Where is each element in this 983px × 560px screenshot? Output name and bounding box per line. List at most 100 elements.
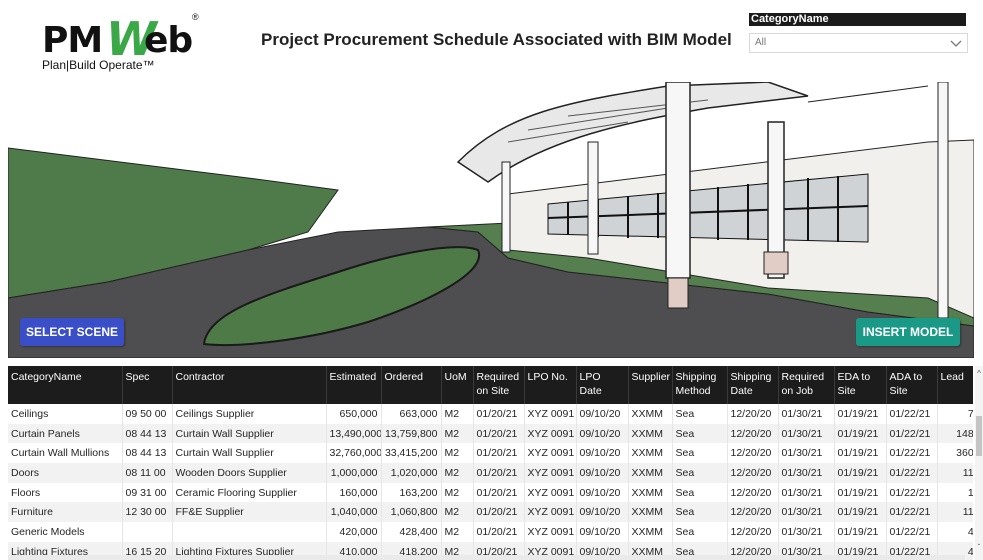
- table-cell: XXMM: [628, 404, 673, 424]
- table-row[interactable]: Doors 08 11 00 Wooden Doors Supplier 1,000,…: [8, 463, 973, 483]
- table-cell: Sea: [672, 502, 728, 523]
- column-header[interactable]: Required on Job: [778, 366, 835, 404]
- table-cell: 01/19/21: [834, 443, 887, 464]
- table-row[interactable]: Generic Models 420,000 428,400 M2 01/20/21 XY…: [8, 522, 973, 542]
- table-cell: 01/20/21: [473, 463, 525, 483]
- table-cell: 01/20/21: [473, 443, 525, 464]
- table-cell: Wooden Doors Supplier: [172, 463, 327, 483]
- table-cell: 09/10/20: [576, 463, 629, 483]
- table-cell: FF&E Supplier: [172, 502, 327, 523]
- column-header[interactable]: Spec: [122, 366, 173, 404]
- table-cell: M2: [441, 404, 474, 424]
- table-cell: 01/22/21: [886, 502, 938, 523]
- table-cell: Ceilings Supplier: [172, 404, 327, 424]
- table-cell: XXMM: [628, 482, 673, 503]
- table-cell: 114: [937, 502, 973, 523]
- table-cell: 1,060,800: [381, 502, 442, 523]
- table-cell: 650,000: [326, 404, 382, 424]
- table-cell: 663,000: [381, 404, 442, 424]
- table-row[interactable]: Floors 09 31 00 Ceramic Flooring Supplier 1…: [8, 482, 973, 503]
- table-cell: 08 44 13: [122, 423, 173, 444]
- column-header[interactable]: Shipping Method: [672, 366, 728, 404]
- table-cell: 01/30/21: [778, 404, 835, 424]
- table-cell: 32,760,000: [326, 443, 382, 464]
- table-cell: 12/20/20: [727, 404, 779, 424]
- column-header[interactable]: Required on Site: [473, 366, 525, 404]
- scroll-up-icon[interactable]: ^: [977, 369, 981, 378]
- table-cell: 01/30/21: [778, 482, 835, 503]
- table-cell: 01/22/21: [886, 404, 938, 424]
- table-cell: Sea: [672, 522, 728, 542]
- column-header[interactable]: EDA to Site: [834, 366, 887, 404]
- table-cell: 163,200: [381, 482, 442, 503]
- table-cell: 46: [937, 522, 973, 542]
- column-header[interactable]: Supplier: [628, 366, 673, 404]
- table-cell: 1,040,000: [326, 502, 382, 523]
- table-vertical-scrollbar[interactable]: ^ ˇ: [975, 366, 983, 560]
- table-cell: XYZ 0091: [524, 482, 577, 503]
- table-cell: 09/10/20: [576, 423, 629, 444]
- insert-model-button[interactable]: INSERT MODEL: [856, 318, 960, 346]
- table-cell: 01/22/21: [886, 482, 938, 503]
- table-cell: 12/20/20: [727, 522, 779, 542]
- select-scene-button[interactable]: SELECT SCENE: [20, 318, 124, 346]
- table-cell: XYZ 0091: [524, 404, 577, 424]
- table-cell: M2: [441, 522, 474, 542]
- column-header[interactable]: LPO No.: [524, 366, 577, 404]
- column-header[interactable]: Estimated: [326, 366, 382, 404]
- table-cell: Furniture: [8, 502, 123, 523]
- table-cell: 01/19/21: [834, 522, 887, 542]
- category-filter-value: All: [755, 37, 767, 48]
- table-cell: 01/19/21: [834, 423, 887, 444]
- table-cell: 09/10/20: [576, 443, 629, 464]
- table-cell: M2: [441, 463, 474, 483]
- pmweb-logo: PM W eb ® Plan|Build Operate™: [40, 12, 210, 76]
- table-cell: XYZ 0091: [524, 423, 577, 444]
- column-header[interactable]: Ordered: [381, 366, 442, 404]
- table-cell: 17: [937, 482, 973, 503]
- table-cell: M2: [441, 502, 474, 523]
- table-header-row: CategoryName Spec Contractor Estimated Order…: [8, 366, 973, 404]
- table-cell: 420,000: [326, 522, 382, 542]
- table-cell: 01/22/21: [886, 522, 938, 542]
- chevron-down-icon: [950, 40, 962, 47]
- table-cell: 1483: [937, 423, 973, 444]
- table-cell: 09 31 00: [122, 482, 173, 503]
- column-header[interactable]: Contractor: [172, 366, 327, 404]
- table-cell: 12/20/20: [727, 423, 779, 444]
- table-cell: 13,759,800: [381, 423, 442, 444]
- column-header[interactable]: ADA to Site: [886, 366, 938, 404]
- table-cell: 01/20/21: [473, 482, 525, 503]
- table-cell: XXMM: [628, 502, 673, 523]
- table-cell: 01/22/21: [886, 443, 938, 464]
- table-cell: 33,415,200: [381, 443, 442, 464]
- table-cell: 12/20/20: [727, 443, 779, 464]
- table-cell: XYZ 0091: [524, 502, 577, 523]
- table-cell: Ceilings: [8, 404, 123, 424]
- table-cell: XXMM: [628, 522, 673, 542]
- column-header[interactable]: UoM: [441, 366, 474, 404]
- logo-registered-mark: ®: [192, 12, 199, 22]
- scroll-down-icon[interactable]: ˇ: [977, 543, 981, 552]
- table-cell: [172, 522, 327, 542]
- bim-model-viewer[interactable]: SELECT SCENE INSERT MODEL: [8, 82, 974, 358]
- table-row[interactable]: Curtain Wall Mullions 08 44 13 Curtain Wal…: [8, 443, 973, 464]
- table-cell: 01/20/21: [473, 404, 525, 424]
- scrollbar-thumb[interactable]: [976, 416, 982, 456]
- category-filter-select[interactable]: All: [749, 33, 968, 53]
- table-cell: 1,020,000: [381, 463, 442, 483]
- table-cell: Sea: [672, 482, 728, 503]
- table-cell: 12/20/20: [727, 482, 779, 503]
- table-cell: [122, 522, 173, 542]
- table-cell: M2: [441, 482, 474, 503]
- table-row[interactable]: Furniture 12 30 00 FF&E Supplier 1,040,000 1…: [8, 502, 973, 523]
- column-header[interactable]: Lead: [937, 366, 973, 404]
- table-horizontal-scrollbar[interactable]: [8, 555, 965, 560]
- column-header[interactable]: CategoryName: [8, 366, 123, 404]
- table-row[interactable]: Ceilings 09 50 00 Ceilings Supplier 650,000…: [8, 404, 973, 424]
- table-row[interactable]: Curtain Panels 08 44 13 Curtain Wall Suppl…: [8, 423, 973, 444]
- logo-w-text: W: [106, 12, 157, 66]
- column-header[interactable]: Shipping Date: [727, 366, 779, 404]
- table-cell: 08 44 13: [122, 443, 173, 464]
- column-header[interactable]: LPO Date: [576, 366, 629, 404]
